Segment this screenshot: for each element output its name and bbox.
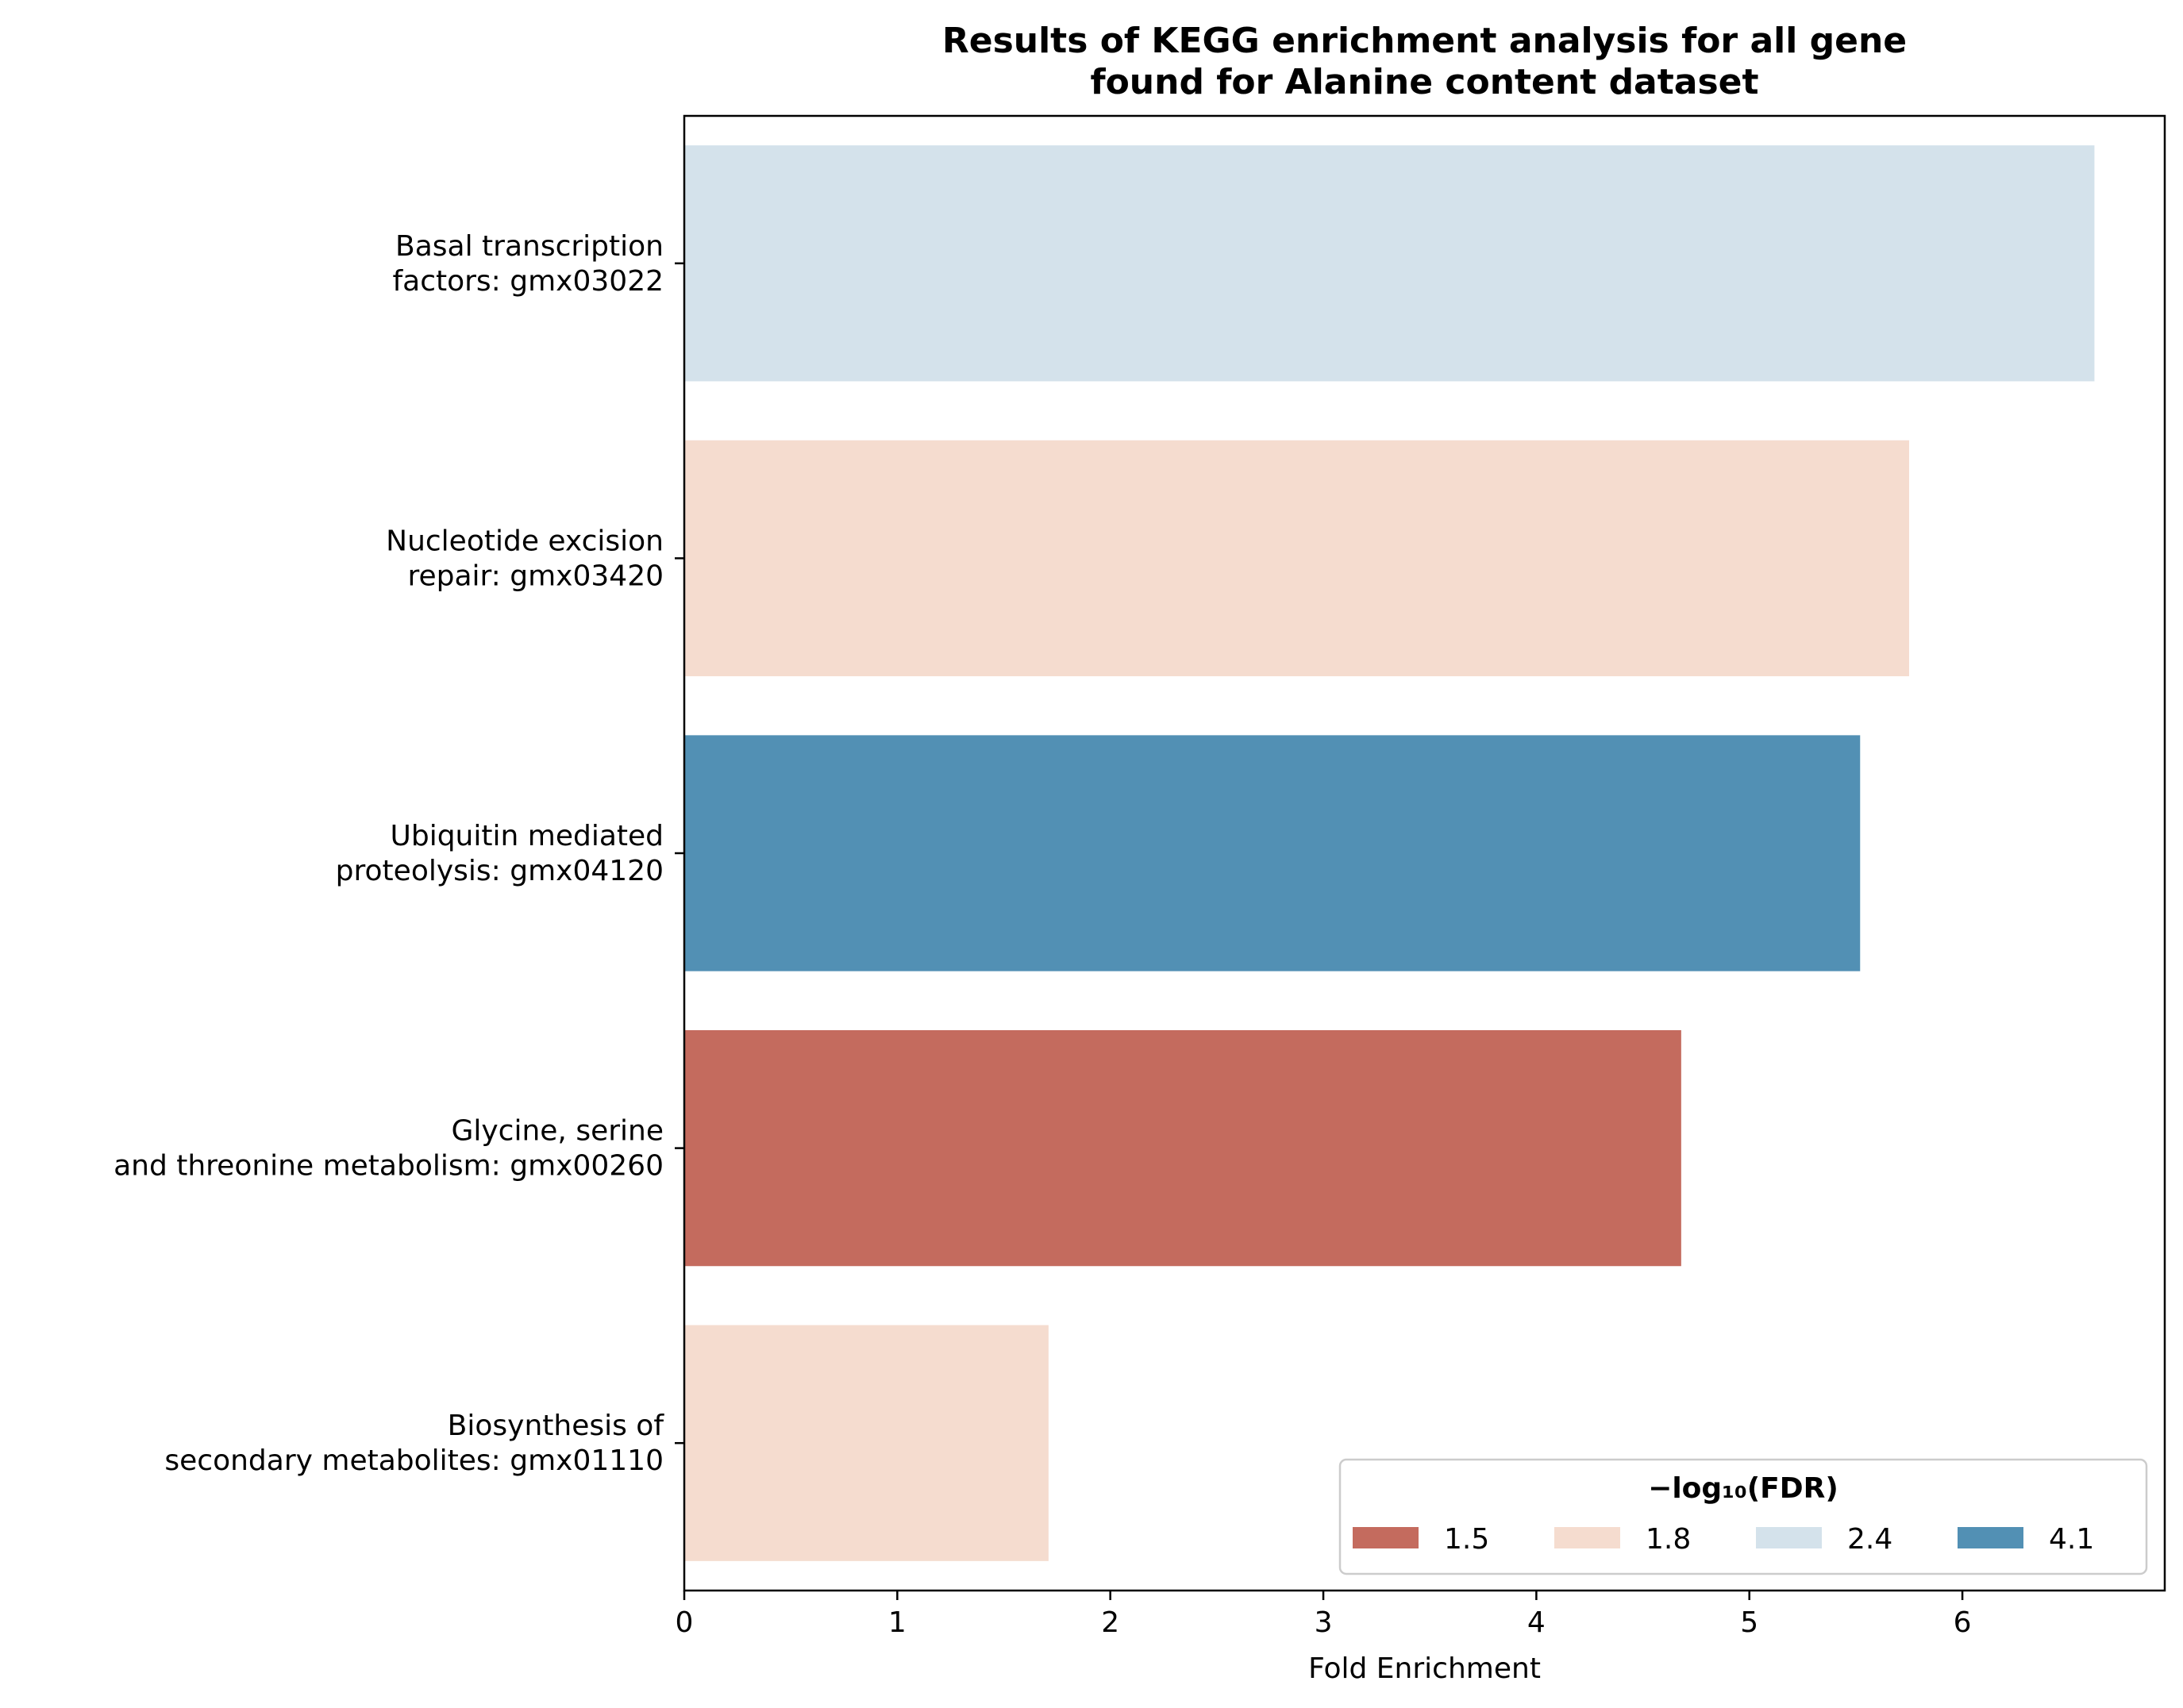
x-axis-ticks: 0 1 2 3 4 5 6	[676, 1591, 1972, 1639]
bar	[684, 1029, 1681, 1267]
legend-label: 4.1	[2049, 1523, 2094, 1556]
y-tick-label: and threonine metabolism: gmx00260	[114, 1150, 664, 1183]
x-tick-label: 2	[1101, 1606, 1119, 1639]
x-tick-label: 4	[1527, 1606, 1546, 1639]
legend-swatch	[1554, 1527, 1620, 1548]
x-axis-label: Fold Enrichment	[1308, 1652, 1541, 1685]
bar	[684, 145, 2095, 382]
legend-title: −log₁₀(FDR)	[1648, 1472, 1838, 1505]
chart-title: Results of KEGG enrichment analysis for …	[942, 21, 1907, 102]
y-tick-label: Basal transcription	[395, 230, 664, 263]
y-tick-label: Nucleotide excision	[386, 525, 664, 557]
y-tick-label: proteolysis: gmx04120	[336, 855, 664, 887]
bar	[684, 1325, 1049, 1561]
legend-label: 2.4	[1847, 1523, 1892, 1556]
y-tick-label: secondary metabolites: gmx01110	[164, 1444, 664, 1477]
legend-item: 1.8	[1554, 1523, 1691, 1556]
bar	[684, 440, 1909, 677]
legend-item: 2.4	[1756, 1523, 1892, 1556]
legend-item: 1.5	[1353, 1523, 1489, 1556]
legend-label: 1.5	[1444, 1523, 1489, 1556]
plot-frame	[683, 114, 2166, 1592]
x-tick-label: 0	[676, 1606, 694, 1639]
y-tick-label: repair: gmx03420	[407, 560, 664, 592]
x-tick-label: 5	[1740, 1606, 1758, 1639]
bars	[684, 145, 2095, 1561]
legend-box	[1338, 1458, 2148, 1575]
chart-title-line: Results of KEGG enrichment analysis for …	[942, 21, 1907, 61]
y-tick-label: Biosynthesis of	[448, 1410, 665, 1442]
bar	[684, 735, 1861, 971]
chart-title-line: found for Alanine content dataset	[1090, 62, 1758, 102]
x-tick-label: 3	[1315, 1606, 1333, 1639]
legend: −log₁₀(FDR) 1.5 1.8 2.4 4.1	[1338, 1458, 2148, 1575]
y-tick-label: Glycine, serine	[451, 1115, 664, 1148]
legend-item: 4.1	[1958, 1523, 2094, 1556]
x-tick-label: 1	[888, 1606, 907, 1639]
legend-swatch	[1353, 1527, 1419, 1548]
legend-swatch	[1958, 1527, 2023, 1548]
y-tick-label: Ubiquitin mediated	[391, 820, 664, 852]
y-tick-label: factors: gmx03022	[392, 265, 664, 298]
x-tick-label: 6	[1954, 1606, 1972, 1639]
legend-label: 1.8	[1646, 1523, 1691, 1556]
legend-swatch	[1756, 1527, 1822, 1548]
